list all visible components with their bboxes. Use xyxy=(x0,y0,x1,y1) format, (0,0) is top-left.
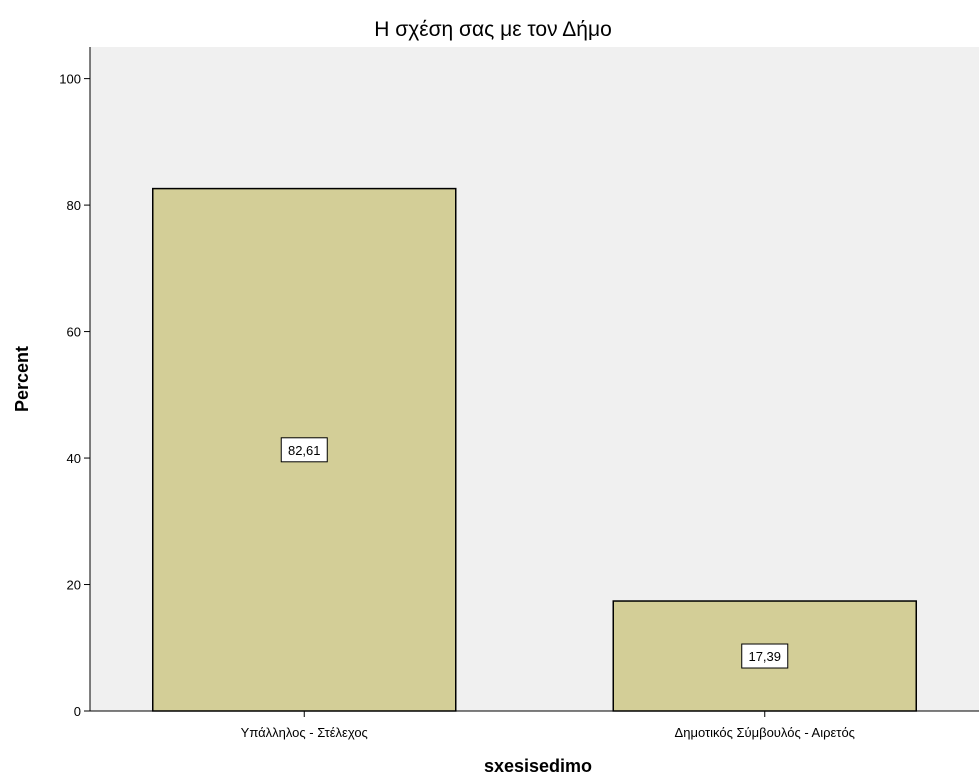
x-axis: Υπάλληλος - Στέλεχος Δημοτικός Σύμβουλός … xyxy=(90,710,979,740)
y-tick-label: 0 xyxy=(74,704,81,719)
x-tick-label: Υπάλληλος - Στέλεχος xyxy=(241,725,368,740)
x-axis-title: sxesisedimo xyxy=(484,756,592,776)
data-label: 82,61 xyxy=(288,443,321,458)
chart-title: Η σχέση σας με τον Δήμο xyxy=(374,18,612,41)
y-tick-label: 80 xyxy=(67,198,81,213)
data-label-box xyxy=(280,437,328,463)
y-axis: 0 20 40 60 80 100 xyxy=(59,47,91,719)
data-label: 17,39 xyxy=(748,649,781,664)
y-axis-title: Percent xyxy=(12,346,32,412)
y-tick-label: 40 xyxy=(67,451,81,466)
y-tick-label: 60 xyxy=(67,325,81,340)
bars: 82,61 17,39 xyxy=(152,187,917,712)
data-label-box xyxy=(741,643,789,669)
y-tick-label: 100 xyxy=(59,72,81,87)
y-tick-label: 20 xyxy=(67,578,81,593)
x-tick-label: Δημοτικός Σύμβουλός - Αιρετός xyxy=(675,725,855,740)
